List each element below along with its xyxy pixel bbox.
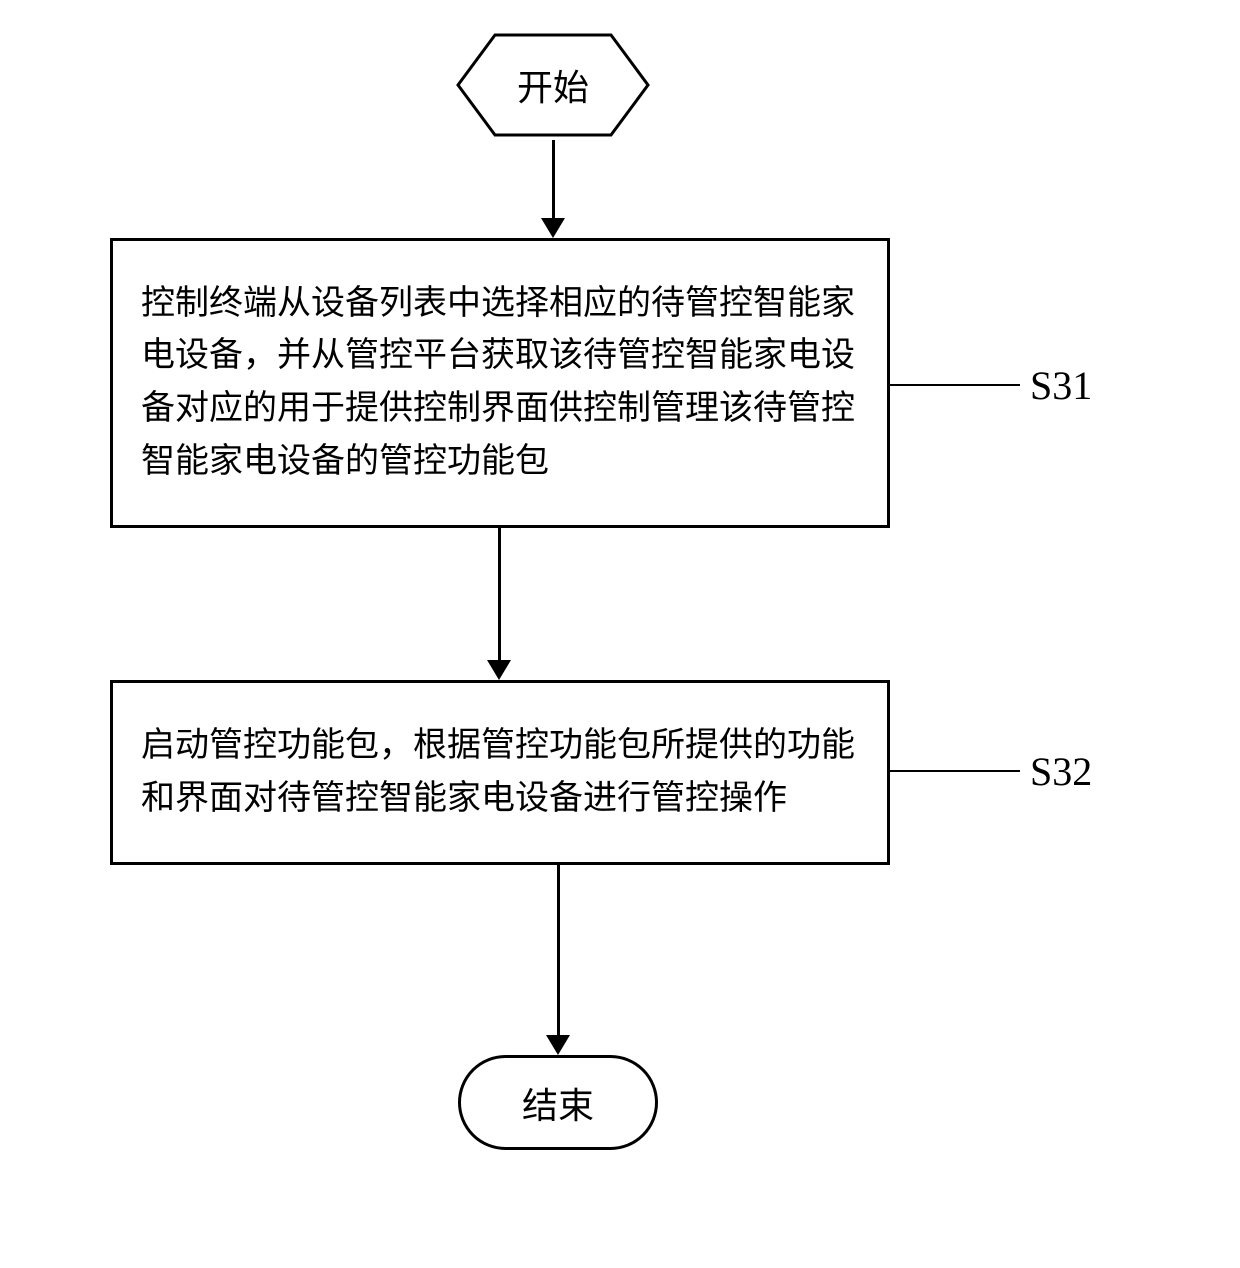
step2-text: 启动管控功能包，根据管控功能包所提供的功能和界面对待管控智能家电设备进行管控操作 [141, 720, 859, 825]
arrow-1 [552, 140, 555, 220]
step2-box: 启动管控功能包，根据管控功能包所提供的功能和界面对待管控智能家电设备进行管控操作 [110, 680, 890, 865]
end-label: 结束 [522, 1077, 594, 1129]
end-node: 结束 [458, 1055, 658, 1150]
start-node: 开始 [453, 30, 653, 140]
arrow-3 [557, 865, 560, 1037]
arrow-3-head [546, 1035, 570, 1055]
connector-s31 [890, 384, 1020, 386]
arrow-2-head [487, 660, 511, 680]
step1-box: 控制终端从设备列表中选择相应的待管控智能家电设备，并从管控平台获取该待管控智能家… [110, 238, 890, 528]
step1-text: 控制终端从设备列表中选择相应的待管控智能家电设备，并从管控平台获取该待管控智能家… [141, 278, 859, 489]
start-label: 开始 [517, 59, 589, 111]
flowchart-container: 开始 控制终端从设备列表中选择相应的待管控智能家电设备，并从管控平台获取该待管控… [0, 0, 1240, 1268]
arrow-2 [498, 528, 501, 662]
label-s32: S32 [1030, 748, 1092, 795]
connector-s32 [890, 770, 1020, 772]
arrow-1-head [541, 218, 565, 238]
label-s31: S31 [1030, 362, 1092, 409]
